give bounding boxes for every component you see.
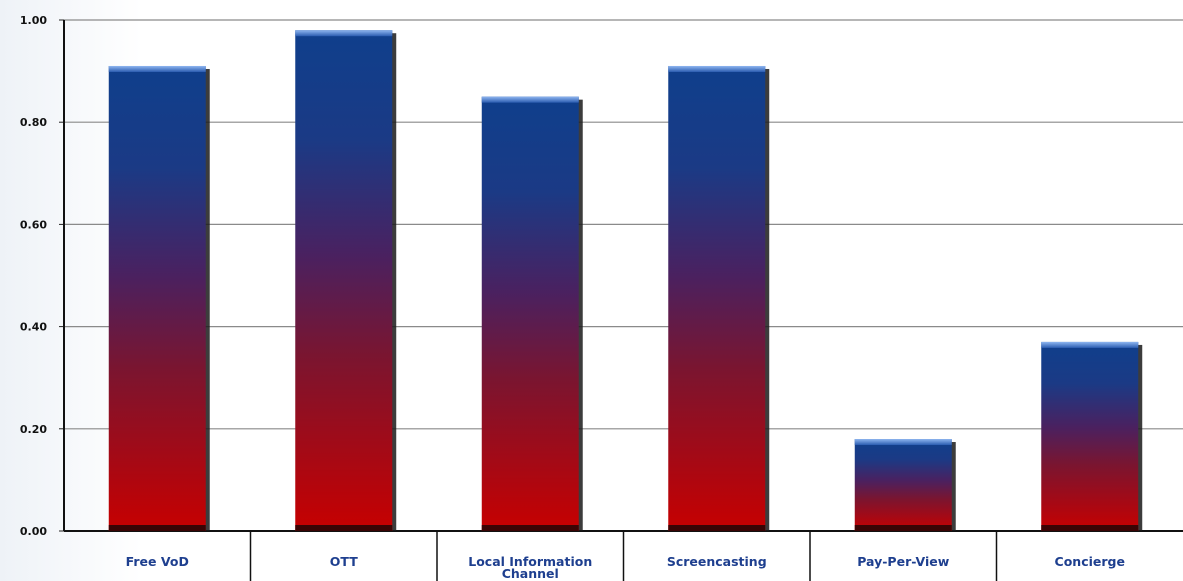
y-tick-label: 0.20 [20, 423, 47, 436]
bar [1041, 341, 1139, 531]
x-category-label: OTT [330, 554, 358, 569]
bar-base [1041, 525, 1139, 531]
y-tick-label: 0.60 [20, 218, 47, 231]
y-tick-labels: 0.00 0.20 0.40 0.60 0.80 1.00 [20, 14, 47, 538]
y-tick-label: 1.00 [20, 14, 47, 27]
x-category-label: Screencasting [667, 554, 767, 569]
x-category-label: Concierge [1055, 554, 1125, 569]
y-tick-label: 0.80 [20, 116, 47, 129]
bar [295, 30, 393, 531]
bar [854, 439, 952, 531]
y-tick-label: 0.00 [20, 525, 47, 538]
bar [668, 65, 766, 532]
x-category-label: Local Information [468, 554, 592, 569]
bars [108, 30, 1143, 532]
bar [108, 65, 206, 532]
axes [59, 19, 1183, 581]
gridlines [64, 19, 1183, 430]
bar-base [295, 525, 393, 531]
x-category-label: Pay-Per-View [857, 554, 950, 569]
bar-base [854, 525, 952, 531]
bar-base [481, 525, 579, 531]
bar-top-highlight [481, 96, 579, 103]
bar-base [668, 525, 766, 531]
bar-top-highlight [1041, 341, 1139, 348]
x-category-label: Channel [502, 566, 559, 581]
bar-top-highlight [295, 30, 393, 37]
y-tick-label: 0.40 [20, 321, 47, 334]
bar-top-highlight [668, 65, 766, 72]
bar-top-highlight [854, 439, 952, 446]
bar-base [108, 525, 206, 531]
bar-top-highlight [108, 65, 206, 72]
bar [481, 96, 579, 532]
x-category-label: Free VoD [126, 554, 189, 569]
